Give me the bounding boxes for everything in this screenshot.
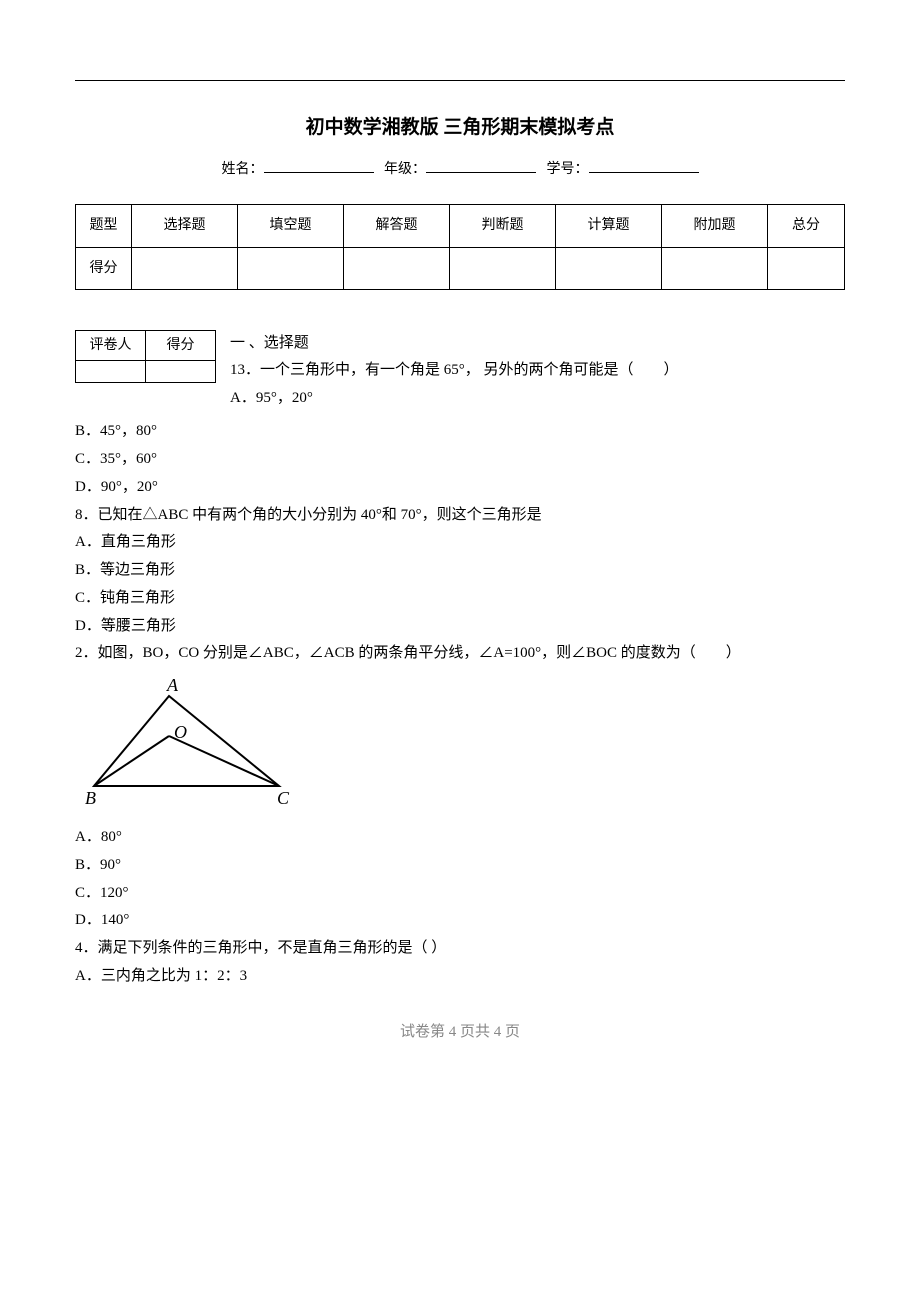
- q2-opt-a: A．80°: [75, 824, 845, 852]
- score-h-total: 总分: [768, 205, 845, 247]
- scorer-person-cell[interactable]: [76, 360, 146, 382]
- score-h-calc: 计算题: [556, 205, 662, 247]
- triangle-svg: A O B C: [79, 676, 299, 806]
- page-container: 初中数学湘教版 三角形期末模拟考点 姓名： 年级： 学号： 题型 选择题 填空题…: [75, 80, 845, 1046]
- q8-opt-c: C．钝角三角形: [75, 585, 845, 613]
- score-h-choice: 选择题: [132, 205, 238, 247]
- name-blank[interactable]: [264, 159, 374, 173]
- q2-opt-b: B．90°: [75, 852, 845, 880]
- score-h-extra: 附加题: [662, 205, 768, 247]
- scorer-score-label: 得分: [146, 330, 216, 360]
- score-v-label: 得分: [76, 247, 132, 289]
- student-info-line: 姓名： 年级： 学号：: [75, 157, 845, 182]
- score-v-fill[interactable]: [238, 247, 344, 289]
- score-v-answer[interactable]: [344, 247, 450, 289]
- section-1-heading: 一 、选择题: [230, 330, 845, 357]
- id-label: 学号：: [547, 162, 589, 177]
- label-b: B: [85, 788, 96, 806]
- triangle-figure: A O B C: [79, 676, 845, 816]
- q13-opt-d: D．90°，20°: [75, 474, 845, 502]
- questions-continued: B．45°，80° C．35°，60° D．90°，20° 8．已知在△ABC …: [75, 418, 845, 1045]
- page-footer: 试卷第 4 页共 4 页: [75, 1019, 845, 1046]
- section-1-wrap: 评卷人 得分 一 、选择题 13．一个三角形中，有一个角是 65°， 另外的两个…: [75, 330, 845, 413]
- score-v-choice[interactable]: [132, 247, 238, 289]
- q13-text: 13．一个三角形中，有一个角是 65°， 另外的两个角可能是（ ）: [230, 357, 845, 385]
- score-v-calc[interactable]: [556, 247, 662, 289]
- score-h-answer: 解答题: [344, 205, 450, 247]
- q8-text: 8．已知在△ABC 中有两个角的大小分别为 40°和 70°，则这个三角形是: [75, 502, 845, 530]
- score-h-judge: 判断题: [450, 205, 556, 247]
- exam-title: 初中数学湘教版 三角形期末模拟考点: [75, 111, 845, 145]
- score-v-total[interactable]: [768, 247, 845, 289]
- q8-opt-a: A．直角三角形: [75, 529, 845, 557]
- q8-opt-b: B．等边三角形: [75, 557, 845, 585]
- section-1-body: 一 、选择题 13．一个三角形中，有一个角是 65°， 另外的两个角可能是（ ）…: [230, 330, 845, 413]
- q4-opt-a: A．三内角之比为 1：2：3: [75, 963, 845, 991]
- q8-opt-d: D．等腰三角形: [75, 613, 845, 641]
- score-table: 题型 选择题 填空题 解答题 判断题 计算题 附加题 总分 得分: [75, 204, 845, 289]
- score-v-judge[interactable]: [450, 247, 556, 289]
- scorer-table: 评卷人 得分: [75, 330, 216, 383]
- label-c: C: [277, 788, 290, 806]
- score-header-row: 题型 选择题 填空题 解答题 判断题 计算题 附加题 总分: [76, 205, 845, 247]
- grade-blank[interactable]: [426, 159, 536, 173]
- scorer-score-cell[interactable]: [146, 360, 216, 382]
- score-v-extra[interactable]: [662, 247, 768, 289]
- label-a: A: [166, 676, 179, 695]
- q2-opt-c: C．120°: [75, 880, 845, 908]
- label-o: O: [174, 722, 187, 742]
- score-value-row: 得分: [76, 247, 845, 289]
- score-h-type: 题型: [76, 205, 132, 247]
- q13-opt-c: C．35°，60°: [75, 446, 845, 474]
- id-blank[interactable]: [589, 159, 699, 173]
- line-bo: [94, 736, 169, 786]
- grade-label: 年级：: [384, 162, 426, 177]
- q13-opt-b: B．45°，80°: [75, 418, 845, 446]
- score-h-fill: 填空题: [238, 205, 344, 247]
- q2-opt-d: D．140°: [75, 907, 845, 935]
- line-co: [169, 736, 279, 786]
- q2-text: 2．如图，BO，CO 分别是∠ABC，∠ACB 的两条角平分线，∠A=100°，…: [75, 640, 845, 668]
- q13-opt-a: A．95°，20°: [230, 385, 845, 413]
- scorer-person-label: 评卷人: [76, 330, 146, 360]
- name-label: 姓名：: [222, 162, 264, 177]
- q4-text: 4．满足下列条件的三角形中，不是直角三角形的是（ ）: [75, 935, 845, 963]
